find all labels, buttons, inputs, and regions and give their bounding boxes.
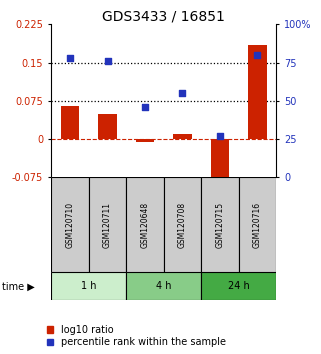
Text: 4 h: 4 h [156,281,171,291]
Bar [248,45,267,139]
Text: GSM120715: GSM120715 [215,202,224,248]
Bar [211,139,229,190]
Bar [89,177,126,273]
Bar [239,177,276,273]
Point [180,91,185,96]
Title: GDS3433 / 16851: GDS3433 / 16851 [102,9,225,23]
Bar [201,273,276,301]
Point [255,52,260,58]
Bar [201,177,239,273]
Bar [61,106,79,139]
Text: GSM120710: GSM120710 [65,202,74,248]
Bar [126,177,164,273]
Point [143,104,148,110]
Bar [126,273,201,301]
Point [67,55,73,61]
Bar [164,177,201,273]
Text: time ▶: time ▶ [2,281,34,291]
Bar [51,177,89,273]
Text: GSM120648: GSM120648 [141,202,150,248]
Point [217,133,222,139]
Bar [135,139,154,142]
Bar [173,134,192,139]
Bar [98,114,117,139]
Point [105,58,110,64]
Text: GSM120711: GSM120711 [103,202,112,248]
Text: GSM120716: GSM120716 [253,202,262,248]
Text: 1 h: 1 h [81,281,97,291]
Text: GSM120708: GSM120708 [178,202,187,248]
Text: 24 h: 24 h [228,281,249,291]
Legend: log10 ratio, percentile rank within the sample: log10 ratio, percentile rank within the … [47,325,226,347]
Bar [51,273,126,301]
